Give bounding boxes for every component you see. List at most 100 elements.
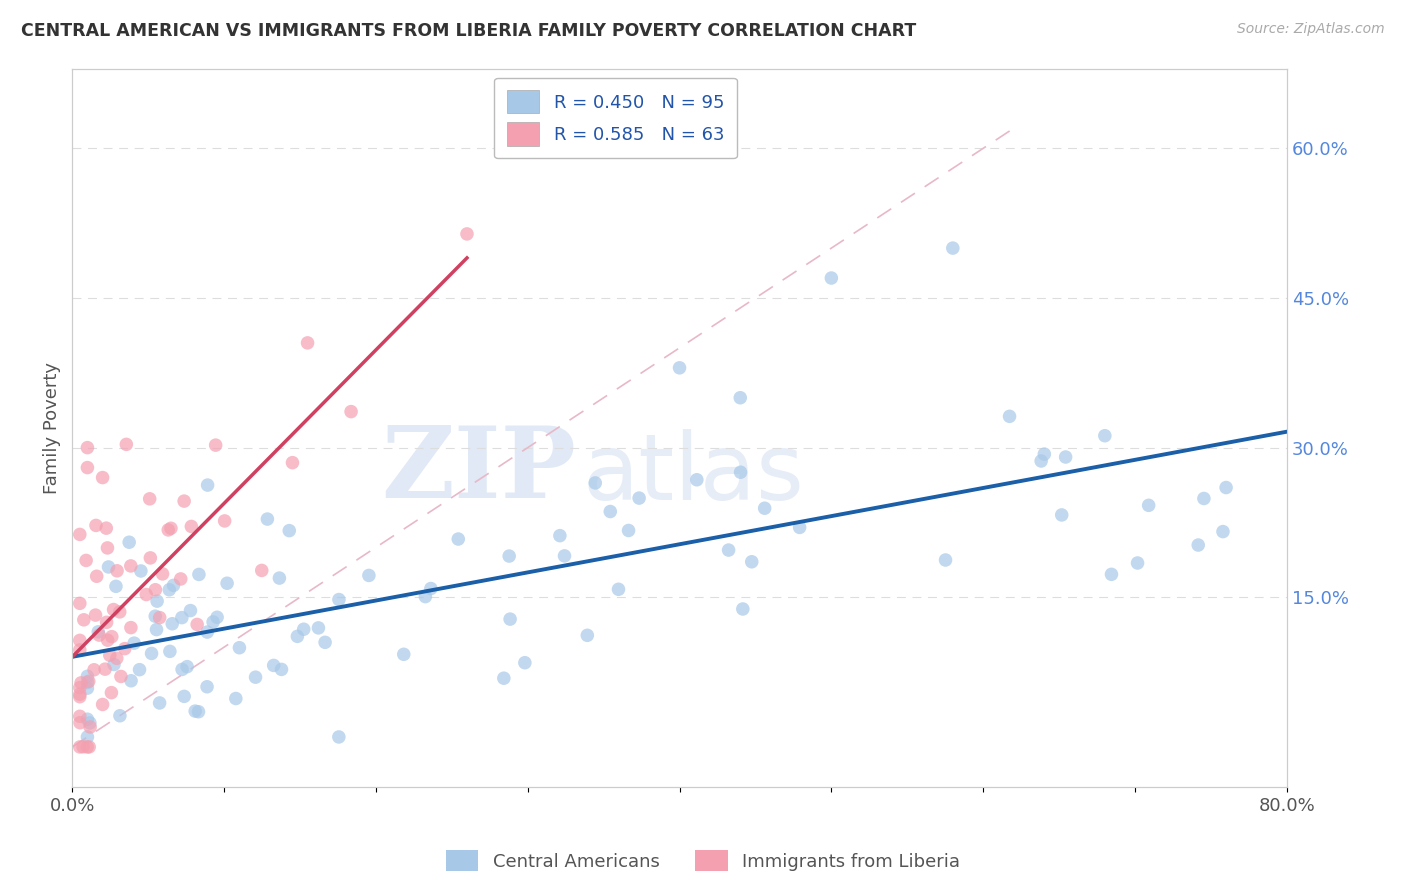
- Point: [152, 566, 174, 581]
- Point: [328, 730, 350, 744]
- Point: [75, 553, 97, 567]
- Point: [553, 549, 575, 563]
- Point: [159, 644, 181, 658]
- Point: [499, 612, 522, 626]
- Point: [86, 569, 108, 583]
- Point: [173, 494, 195, 508]
- Point: [357, 568, 380, 582]
- Point: [498, 549, 520, 563]
- Point: [492, 671, 515, 685]
- Text: Source: ZipAtlas.com: Source: ZipAtlas.com: [1237, 22, 1385, 37]
- Point: [96, 541, 118, 555]
- Point: [1187, 538, 1209, 552]
- Point: [69, 643, 91, 657]
- Legend: Central Americans, Immigrants from Liberia: Central Americans, Immigrants from Liber…: [439, 843, 967, 879]
- Point: [187, 567, 209, 582]
- Point: [120, 558, 142, 573]
- Point: [76, 730, 98, 744]
- Point: [145, 623, 167, 637]
- Point: [170, 572, 193, 586]
- Point: [114, 641, 136, 656]
- Point: [91, 698, 114, 712]
- Point: [186, 617, 208, 632]
- Point: [270, 662, 292, 676]
- Point: [717, 543, 740, 558]
- Point: [741, 555, 763, 569]
- Point: [1192, 491, 1215, 506]
- Point: [108, 708, 131, 723]
- Point: [419, 582, 441, 596]
- Point: [69, 690, 91, 704]
- Point: [202, 615, 225, 629]
- Point: [118, 535, 141, 549]
- Point: [820, 271, 842, 285]
- Point: [101, 630, 124, 644]
- Point: [77, 674, 100, 689]
- Point: [1094, 428, 1116, 442]
- Point: [97, 633, 120, 648]
- Point: [94, 662, 117, 676]
- Point: [1212, 524, 1234, 539]
- Point: [128, 663, 150, 677]
- Point: [139, 550, 162, 565]
- Point: [157, 523, 180, 537]
- Point: [287, 629, 309, 643]
- Point: [730, 465, 752, 479]
- Point: [754, 501, 776, 516]
- Point: [456, 227, 478, 241]
- Point: [170, 610, 193, 624]
- Point: [1031, 454, 1053, 468]
- Point: [108, 605, 131, 619]
- Point: [1137, 499, 1160, 513]
- Point: [79, 715, 101, 730]
- Point: [69, 715, 91, 730]
- Point: [204, 438, 226, 452]
- Point: [576, 628, 599, 642]
- Point: [122, 636, 145, 650]
- Point: [548, 528, 571, 542]
- Point: [278, 524, 301, 538]
- Point: [77, 739, 100, 754]
- Point: [103, 602, 125, 616]
- Text: atlas: atlas: [582, 429, 804, 519]
- Point: [157, 582, 180, 597]
- Point: [91, 470, 114, 484]
- Point: [292, 622, 315, 636]
- Point: [415, 590, 437, 604]
- Point: [84, 518, 107, 533]
- Point: [686, 473, 709, 487]
- Point: [205, 610, 228, 624]
- Point: [998, 409, 1021, 424]
- Point: [447, 532, 470, 546]
- Point: [180, 519, 202, 533]
- Point: [129, 564, 152, 578]
- Point: [146, 594, 169, 608]
- Point: [100, 686, 122, 700]
- Point: [120, 673, 142, 688]
- Point: [176, 659, 198, 673]
- Point: [104, 579, 127, 593]
- Point: [76, 712, 98, 726]
- Point: [307, 621, 329, 635]
- Point: [143, 609, 166, 624]
- Point: [599, 504, 621, 518]
- Point: [1050, 508, 1073, 522]
- Point: [1033, 447, 1056, 461]
- Point: [96, 615, 118, 630]
- Point: [269, 571, 291, 585]
- Point: [97, 560, 120, 574]
- Point: [172, 662, 194, 676]
- Point: [1215, 481, 1237, 495]
- Point: [69, 596, 91, 610]
- Point: [149, 696, 172, 710]
- Point: [87, 624, 110, 639]
- Y-axis label: Family Poverty: Family Poverty: [44, 361, 60, 493]
- Point: [730, 391, 752, 405]
- Point: [115, 437, 138, 451]
- Point: [141, 647, 163, 661]
- Point: [934, 553, 956, 567]
- Point: [69, 687, 91, 701]
- Point: [1054, 450, 1077, 464]
- Point: [83, 663, 105, 677]
- Point: [607, 582, 630, 597]
